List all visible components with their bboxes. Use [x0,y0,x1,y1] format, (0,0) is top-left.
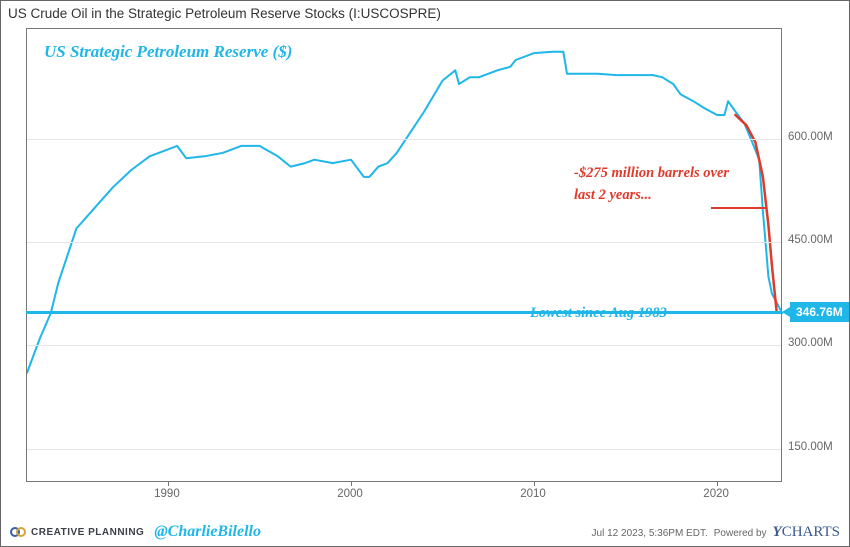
footer-right: Jul 12 2023, 5:36PM EDT. Powered by YCHA… [592,524,840,541]
footer-left: CREATIVE PLANNING @CharlieBilello [10,523,261,541]
chart-title: US Crude Oil in the Strategic Petroleum … [8,6,441,21]
x-tick [534,481,535,486]
x-axis-label: 2010 [520,488,546,500]
y-axis-label: 450.00M [788,234,833,246]
x-tick [717,481,718,486]
creative-planning-logo: CREATIVE PLANNING [10,524,144,541]
plot-area [26,28,782,482]
annotation-series-name: US Strategic Petroleum Reserve ($) [44,42,292,62]
x-tick [351,481,352,486]
twitter-handle: @CharlieBilello [154,523,261,541]
powered-by-label: Powered by [714,528,767,539]
y-axis-label: 150.00M [788,441,833,453]
cp-logo-text: CREATIVE PLANNING [31,527,144,538]
chart-svg [27,29,783,483]
x-axis-label: 2020 [703,488,729,500]
annotation-drop-text: -$275 million barrels over last 2 years.… [574,163,744,207]
gridline-h [27,449,781,450]
gridline-h [27,139,781,140]
y-axis-label: 600.00M [788,131,833,143]
red-annotation-line [711,207,768,209]
gridline-h [27,242,781,243]
baseline-line [26,311,782,314]
x-axis-label: 2000 [337,488,363,500]
y-axis-label: 300.00M [788,337,833,349]
ycharts-logo: YCHARTS [773,524,840,541]
gridline-h [27,345,781,346]
current-value-badge: 346.76M [790,302,849,322]
x-axis-label: 1990 [154,488,180,500]
x-tick [168,481,169,486]
cp-logo-icon [10,524,27,541]
timestamp: Jul 12 2023, 5:36PM EDT. [592,528,708,539]
